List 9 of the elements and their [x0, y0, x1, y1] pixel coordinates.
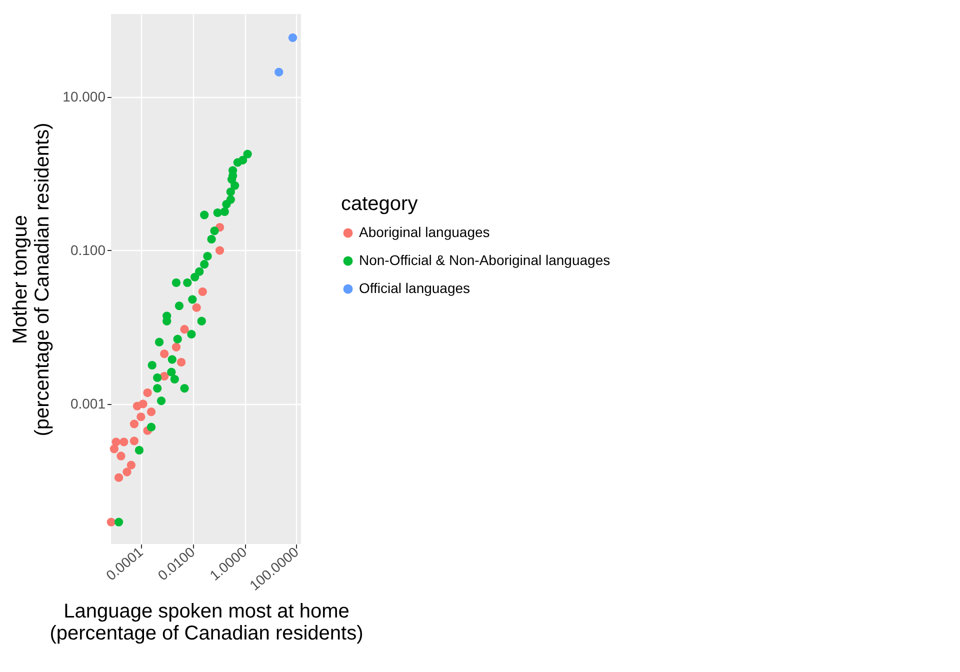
- y-axis-title: Mother tongue (percentage of Canadian residents): [10, 122, 54, 436]
- legend-title: category: [341, 193, 418, 215]
- x-axis-title: Language spoken most at home (percentage of Canadian residents): [50, 600, 364, 644]
- legend-label: Aboriginal languages: [359, 224, 490, 240]
- y-tick-label: 0.001: [70, 395, 106, 412]
- y-tick-label: 0.100: [70, 242, 106, 258]
- y-tick-label: 10.000: [62, 88, 106, 104]
- legend-label: Non-Official & Non-Aboriginal languages: [359, 252, 610, 268]
- legend-label: Official languages: [359, 280, 470, 296]
